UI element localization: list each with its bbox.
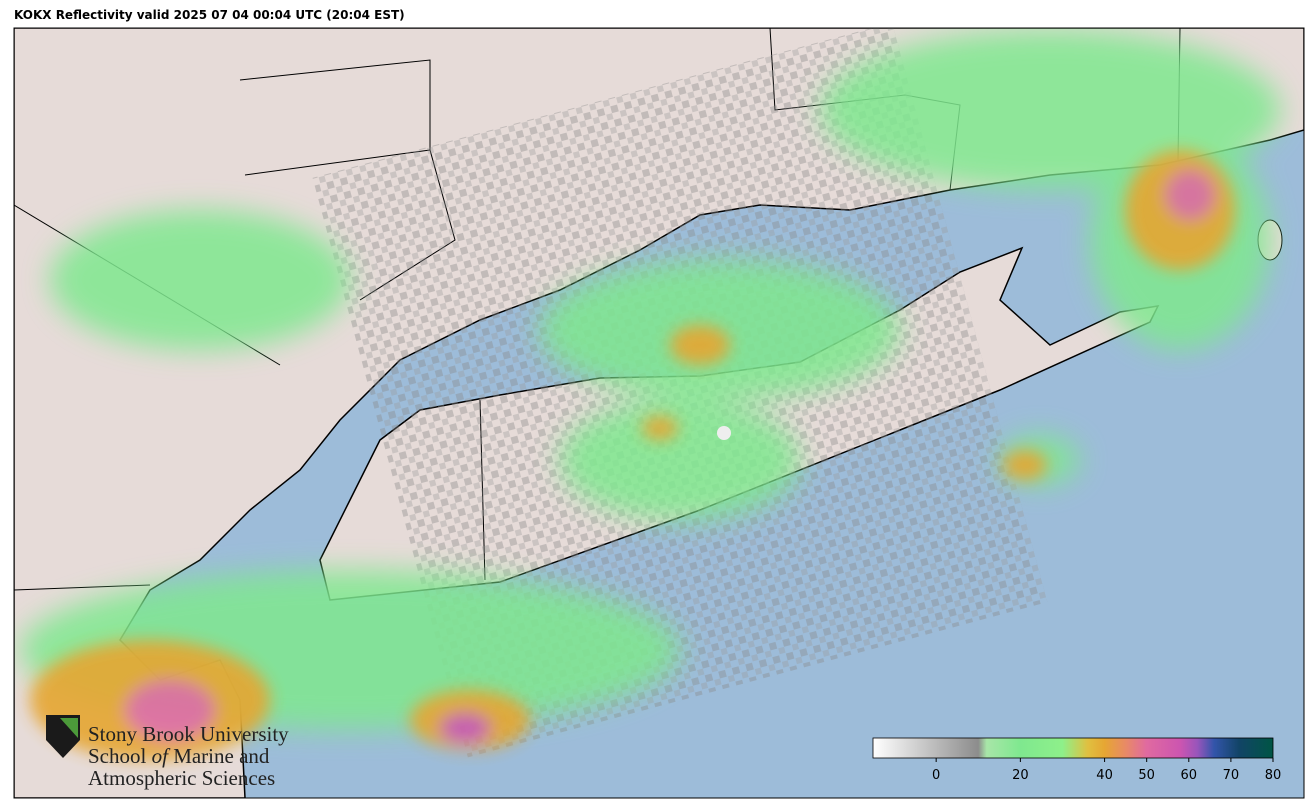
logo-word: Marine and xyxy=(173,744,270,768)
logo-text: Stony Brook University xyxy=(88,722,289,746)
colorbar-tick-label: 70 xyxy=(1223,768,1240,783)
map-title: KOKX Reflectivity valid 2025 07 04 00:04… xyxy=(14,8,405,22)
colorbar-fill xyxy=(872,737,1274,759)
colorbar-tick-label: 50 xyxy=(1138,768,1155,783)
radar-site xyxy=(717,426,731,440)
precip-heavy xyxy=(30,150,1235,760)
colorbar-tick-label: 80 xyxy=(1265,768,1282,783)
colorbar-tick-label: 0 xyxy=(932,768,940,783)
colorbar-tick-label: 40 xyxy=(1096,768,1113,783)
colorbar-tick-label: 60 xyxy=(1181,768,1198,783)
map-area: Stony Brook University School of Marine … xyxy=(14,28,1304,798)
logo-text: Atmospheric Sciences xyxy=(88,766,275,790)
logo-stripe xyxy=(60,718,78,738)
colorbar-tick-label: 20 xyxy=(1012,768,1029,783)
logo: Stony Brook University School of Marine … xyxy=(46,715,289,790)
logo-word: School xyxy=(88,744,147,768)
colorbar: 0 20 40 50 60 70 80 xyxy=(872,737,1282,783)
map-frame xyxy=(13,27,1305,799)
logo-word: of xyxy=(152,744,172,768)
logo-text: School of Marine and xyxy=(88,744,270,768)
